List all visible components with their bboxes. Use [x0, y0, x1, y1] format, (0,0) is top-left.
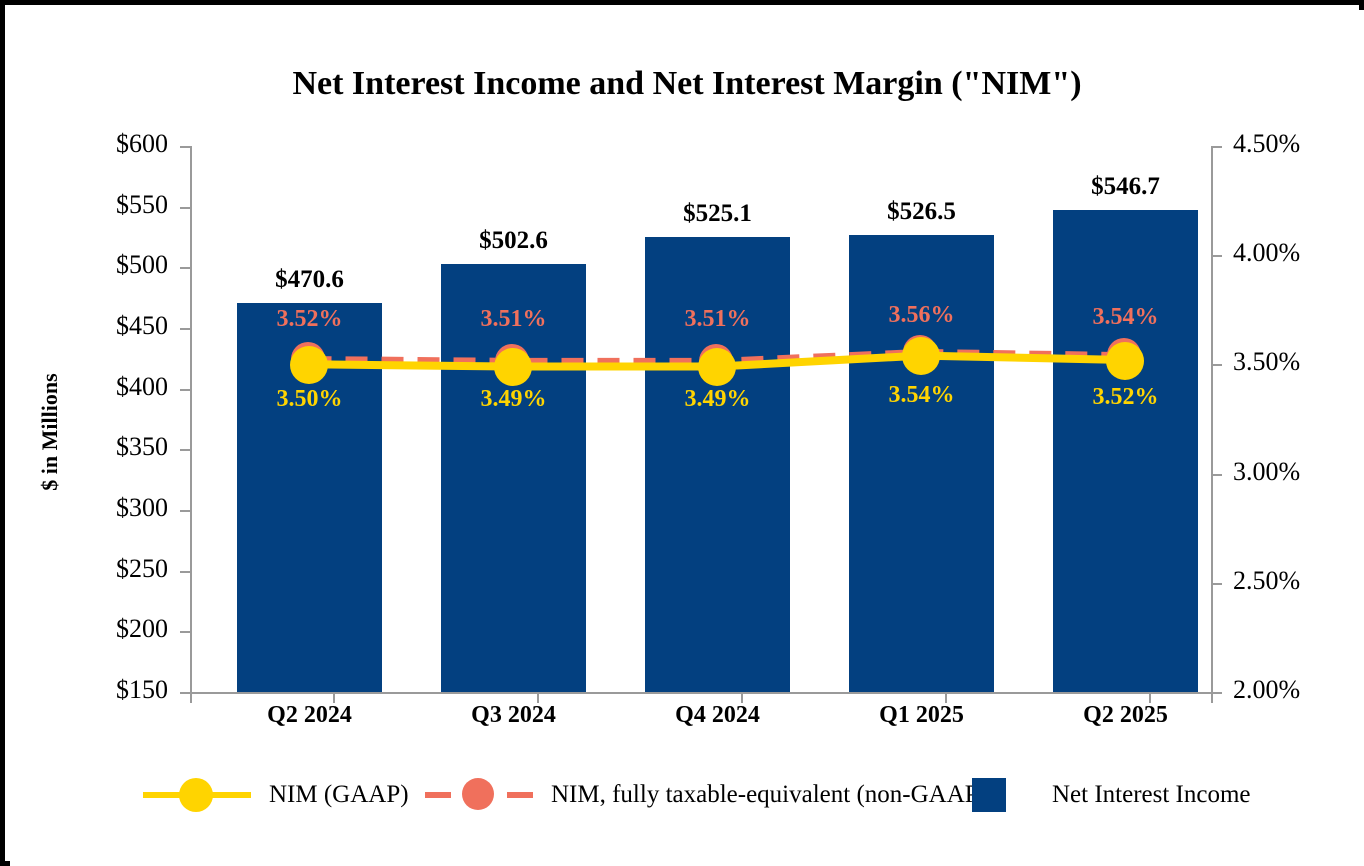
y-tick-right	[1211, 146, 1222, 148]
marker-nim-gaap[interactable]	[902, 337, 940, 375]
bar-value-label: $525.1	[683, 200, 752, 227]
y-tick-right	[1211, 692, 1222, 694]
nim-fte-value-label: 3.54%	[1092, 304, 1159, 330]
legend-label: NIM (GAAP)	[269, 781, 409, 808]
y-axis-left-label: $500	[116, 250, 168, 279]
nim-fte-value-label: 3.51%	[684, 306, 751, 332]
y-tick-right	[1211, 364, 1222, 366]
nim-fte-value-label: 3.56%	[888, 302, 955, 328]
nim-fte-value-label: 3.52%	[276, 306, 343, 332]
y-axis-left-label: $450	[116, 311, 168, 340]
legend-label: NIM, fully taxable-equivalent (non-GAAP)	[551, 781, 987, 808]
y-tick-left	[180, 267, 190, 269]
bar-q4-2024[interactable]	[645, 237, 790, 692]
nim-gaap-value-label: 3.49%	[684, 386, 751, 412]
y-tick-left	[180, 692, 190, 694]
y-tick-right	[1211, 583, 1222, 585]
legend-item-nim-gaap[interactable]: NIM (GAAP)	[143, 772, 409, 818]
x-axis-category-label: Q1 2025	[879, 702, 964, 728]
y-axis-left-label: $350	[116, 432, 168, 461]
nim-gaap-value-label: 3.54%	[888, 382, 955, 408]
y-axis-right-line	[1211, 146, 1213, 692]
y-tick-right	[1211, 474, 1222, 476]
marker-nim-gaap[interactable]	[698, 348, 736, 386]
x-tick	[945, 692, 947, 703]
chart-legend: NIM (GAAP) NIM, fully taxable-equivalent…	[10, 772, 1364, 818]
plot-area: $ in Millions $600 $550 $500 $450 $400 $…	[37, 129, 1300, 728]
x-axis-category-label: Q2 2025	[1083, 702, 1168, 728]
marker-nim-gaap[interactable]	[1106, 342, 1144, 380]
marker-nim-gaap[interactable]	[290, 346, 328, 384]
legend-line-marker-icon	[143, 778, 251, 812]
y-axis-left-line	[190, 146, 192, 692]
y-tick-left	[180, 571, 190, 573]
x-axis-category-label: Q2 2024	[267, 702, 352, 728]
y-axis-left-label: $150	[116, 675, 168, 704]
nim-fte-value-label: 3.51%	[480, 306, 547, 332]
y-axis-right-label: 3.50%	[1233, 347, 1301, 376]
y-axis-left-label: $600	[116, 129, 168, 158]
nim-gaap-value-label: 3.52%	[1092, 384, 1159, 410]
legend-dashed-line-marker-icon	[425, 778, 533, 812]
legend-item-net-interest-income[interactable]: Net Interest Income	[972, 772, 1251, 818]
y-axis-right-label: 4.00%	[1233, 238, 1301, 267]
x-axis-line	[190, 692, 1213, 694]
chart-canvas: Net Interest Income and Net Interest Mar…	[10, 10, 1364, 866]
y-axis-right-label: 4.50%	[1233, 129, 1301, 158]
y-axis-right-label: 3.00%	[1233, 457, 1301, 486]
nim-gaap-value-label: 3.50%	[276, 386, 343, 412]
x-tick	[741, 692, 743, 703]
x-tick	[537, 692, 539, 703]
series-lines	[309, 348, 1126, 371]
x-axis-category-label: Q3 2024	[471, 702, 556, 728]
bar-value-label: $526.5	[887, 198, 956, 225]
y-tick-left	[180, 207, 190, 209]
y-axis-right-label: 2.00%	[1233, 675, 1301, 704]
x-axis-category-label: Q4 2024	[675, 702, 760, 728]
bar-value-label: $470.6	[275, 266, 344, 293]
y-tick-left	[180, 510, 190, 512]
bar-value-label: $546.7	[1091, 173, 1160, 200]
legend-item-nim-fte[interactable]: NIM, fully taxable-equivalent (non-GAAP)	[425, 772, 987, 818]
bar-value-label: $502.6	[479, 227, 548, 254]
y-tick-right	[1211, 255, 1222, 257]
y-axis-left-label: $250	[116, 554, 168, 583]
x-tick	[1149, 692, 1151, 703]
y-tick-left	[180, 631, 190, 633]
legend-label: Net Interest Income	[1052, 781, 1251, 808]
y-axis-right-label: 2.50%	[1233, 566, 1301, 595]
y-tick-left	[180, 146, 190, 148]
bar-q2-2025[interactable]	[1053, 210, 1198, 692]
y-tick-left	[180, 328, 190, 330]
legend-swatch-icon	[972, 778, 1006, 812]
y-tick-left	[180, 389, 190, 391]
bar-q3-2024[interactable]	[441, 264, 586, 692]
y-axis-left-label: $300	[116, 493, 168, 522]
marker-nim-gaap[interactable]	[494, 348, 532, 386]
y-axis-left-label: $200	[116, 614, 168, 643]
page-title: Net Interest Income and Net Interest Mar…	[292, 65, 1082, 102]
bar-q1-2025[interactable]	[849, 235, 994, 692]
y-axis-left-label: $550	[116, 190, 168, 219]
x-tick	[333, 692, 335, 703]
y-axis-left-label: $400	[116, 372, 168, 401]
x-tick	[1211, 692, 1213, 703]
nim-gaap-value-label: 3.49%	[480, 386, 547, 412]
y-tick-left	[180, 449, 190, 451]
